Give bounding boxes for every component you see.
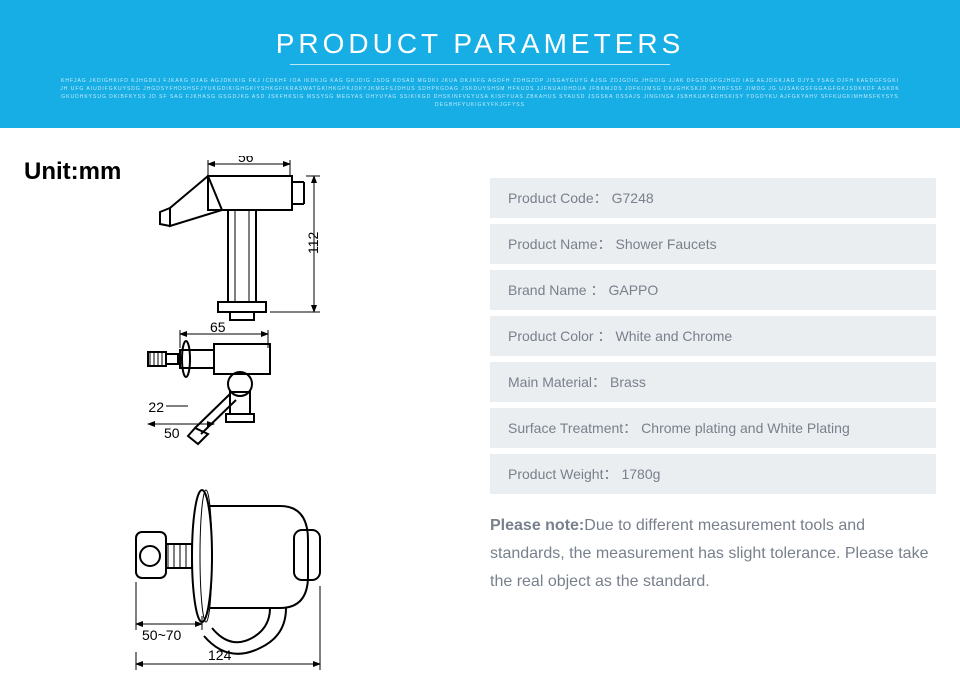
banner-subtitle: KHFJAG JKDIGHKIFD KJHGDKJ FJKAKG DJAG AG… [0,65,960,109]
spec-label: Product Weight： [508,464,617,484]
content-area: Unit:mm 56 [0,128,960,686]
spec-value: Shower Faucets [615,236,716,252]
spec-value: GAPPO [608,282,658,298]
dim-50: 50 [164,425,180,441]
spec-row: Product Code：G7248 [490,178,936,218]
spec-row: Product Name：Shower Faucets [490,224,936,264]
dim-65: 65 [210,319,226,335]
dim-22: 22 [148,399,164,415]
spec-row: Main Material：Brass [490,362,936,402]
spec-label: Main Material： [508,372,606,392]
spec-value: 1780g [621,466,660,482]
banner: PRODUCT PARAMETERS KHFJAG JKDIGHKIFD KJH… [0,0,960,128]
dim-56: 56 [238,156,254,165]
spec-label: Brand Name ： [508,280,604,300]
spec-row: Surface Treatment：Chrome plating and Whi… [490,408,936,448]
note: Please note:Due to different measurement… [490,512,936,596]
spec-label: Surface Treatment： [508,418,637,438]
spec-label: Product Name： [508,234,611,254]
note-bold: Please note: [490,517,584,534]
dim-50-70: 50~70 [142,627,182,643]
spec-row: Product Weight：1780g [490,454,936,494]
spec-row: Brand Name ：GAPPO [490,270,936,310]
dim-124: 124 [208,647,232,663]
spec-panel: Product Code：G7248 Product Name：Shower F… [480,128,960,686]
spec-row: Product Color ：White and Chrome [490,316,936,356]
spec-value: G7248 [612,190,654,206]
banner-title: PRODUCT PARAMETERS [276,28,685,60]
technical-drawing: 56 112 65 [80,156,420,676]
spec-value: Chrome plating and White Plating [641,420,850,436]
spec-value: White and Chrome [615,328,732,344]
spec-table: Product Code：G7248 Product Name：Shower F… [490,178,936,494]
dim-112: 112 [305,231,321,254]
spec-label: Product Code： [508,188,608,208]
spec-value: Brass [610,374,646,390]
spec-label: Product Color ： [508,326,611,346]
diagram-panel: Unit:mm 56 [0,128,480,686]
